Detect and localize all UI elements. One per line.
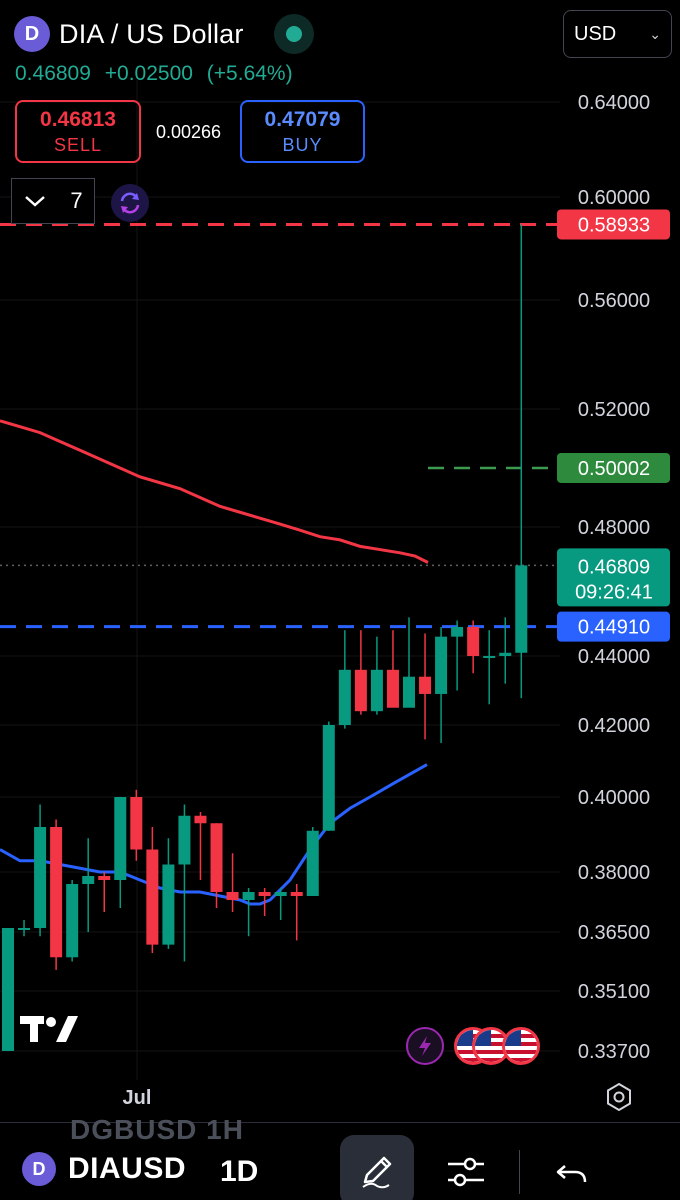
- lightning-icon[interactable]: [406, 1027, 444, 1065]
- candle-body: [82, 876, 95, 884]
- pencil-icon: [362, 1156, 392, 1189]
- sell-button[interactable]: 0.46813 SELL: [15, 100, 141, 163]
- price-tag-value: 0.58933: [578, 214, 650, 236]
- x-axis-label-jul: Jul: [123, 1087, 152, 1109]
- y-axis-tick-label: 0.44000: [578, 646, 650, 668]
- drawing-tool-button[interactable]: [340, 1135, 414, 1200]
- indicators-toggle-button[interactable]: 7: [11, 178, 95, 224]
- candle-body: [467, 626, 480, 656]
- symbol-title[interactable]: DIA / US Dollar: [59, 18, 244, 49]
- candle-body: [515, 565, 528, 653]
- candle-body: [290, 892, 303, 896]
- candle-body: [370, 669, 383, 712]
- candle-body: [242, 892, 255, 900]
- price-tag: [557, 611, 670, 642]
- buy-label: BUY: [282, 134, 323, 155]
- candle-body: [226, 892, 239, 900]
- price-chart[interactable]: 0.64000 0.60000 0.56000 0.52000 0.48000 0.440…: [0, 0, 680, 1120]
- candle-body: [451, 626, 464, 637]
- candle-body: [258, 892, 271, 896]
- candle-body: [18, 928, 31, 930]
- y-axis-tick-label: 0.56000: [578, 290, 650, 312]
- buy-button[interactable]: 0.47079 BUY: [240, 100, 365, 163]
- indicator-count: 7: [70, 188, 83, 213]
- y-axis-tick-label: 0.38000: [578, 862, 650, 884]
- price-tag-value: 0.44910: [578, 617, 650, 639]
- sliders-icon[interactable]: [444, 1152, 488, 1192]
- dia-logo-icon: D: [22, 1152, 56, 1186]
- buy-price: 0.47079: [264, 107, 341, 131]
- candle-body: [162, 864, 175, 945]
- y-axis-tick-label: 0.52000: [578, 399, 650, 421]
- last-price-tag: [557, 548, 670, 607]
- y-axis-tick-label: 0.36500: [578, 922, 650, 944]
- symbol-header[interactable]: D DIA / US Dollar: [14, 14, 314, 54]
- candle-body: [483, 656, 496, 658]
- interval-selector[interactable]: 1D: [220, 1155, 259, 1188]
- candle-body: [130, 797, 143, 850]
- chevron-down-icon: [25, 196, 46, 207]
- price-change: +0.02500: [104, 62, 193, 85]
- symbol-ticker: DIAUSD: [68, 1152, 187, 1185]
- currency-select[interactable]: USD ⌄: [563, 10, 672, 58]
- candle-body: [210, 823, 223, 892]
- candle-body: [306, 830, 319, 896]
- y-axis-tick-label: 0.33700: [578, 1041, 650, 1063]
- quote-line: 0.46809 +0.02500 (+5.64%): [15, 62, 301, 86]
- candle-body: [98, 876, 111, 880]
- bar-countdown: 09:26:41: [575, 581, 653, 603]
- candle-body: [435, 636, 448, 694]
- symbol-selector[interactable]: D DIAUSD: [22, 1152, 186, 1186]
- price-tag-value: 0.50002: [578, 458, 650, 480]
- candle-body: [419, 676, 432, 694]
- ma-line-blue: [0, 763, 428, 906]
- currency-value: USD: [574, 22, 617, 45]
- candle-body: [178, 815, 191, 865]
- sync-icon[interactable]: [111, 184, 149, 222]
- candle-body: [386, 669, 399, 708]
- market-status-icon[interactable]: [273, 14, 314, 54]
- candle-body: [194, 815, 207, 824]
- candle-body: [338, 669, 351, 725]
- candle-body: [50, 827, 63, 958]
- price-change-pct: (+5.64%): [206, 62, 293, 85]
- spread-value: 0.00266: [156, 122, 222, 142]
- chart-settings-icon[interactable]: [604, 1082, 634, 1112]
- toolbar-divider: [519, 1150, 520, 1194]
- candle-body: [274, 892, 287, 896]
- y-axis-tick-label: 0.35100: [578, 981, 650, 1003]
- price-tag: [557, 452, 670, 483]
- candle-body: [499, 652, 512, 656]
- price-tag: [557, 209, 670, 240]
- candle-body: [403, 676, 415, 708]
- last-price: 0.46809: [15, 62, 91, 85]
- candle-body: [354, 669, 367, 712]
- candle-body: [2, 928, 14, 1051]
- dia-logo-icon: D: [14, 16, 50, 52]
- chevron-down-icon: ⌄: [649, 25, 661, 42]
- y-axis-tick-label: 0.64000: [578, 92, 650, 114]
- previous-symbol-ghost: DGBUSD 1H: [70, 1114, 244, 1145]
- ma-line-red: [0, 419, 429, 564]
- us-flag-icon[interactable]: [502, 1027, 540, 1065]
- us-flag-icon[interactable]: [472, 1027, 510, 1065]
- candle-body: [322, 725, 335, 831]
- y-axis-tick-label: 0.48000: [578, 517, 650, 539]
- y-axis-tick-label: 0.40000: [578, 787, 650, 809]
- y-axis-tick-label: 0.60000: [578, 187, 650, 209]
- sell-label: SELL: [53, 134, 103, 155]
- undo-icon[interactable]: [555, 1158, 591, 1188]
- candle-body: [146, 849, 159, 945]
- candle-body: [34, 827, 47, 928]
- y-axis-tick-label: 0.42000: [578, 715, 650, 737]
- last-price-tag-value: 0.46809: [578, 556, 650, 578]
- tradingview-logo-icon: [20, 1016, 78, 1042]
- candle-body: [114, 797, 127, 880]
- candle-body: [66, 884, 79, 958]
- sell-price: 0.46813: [40, 107, 116, 131]
